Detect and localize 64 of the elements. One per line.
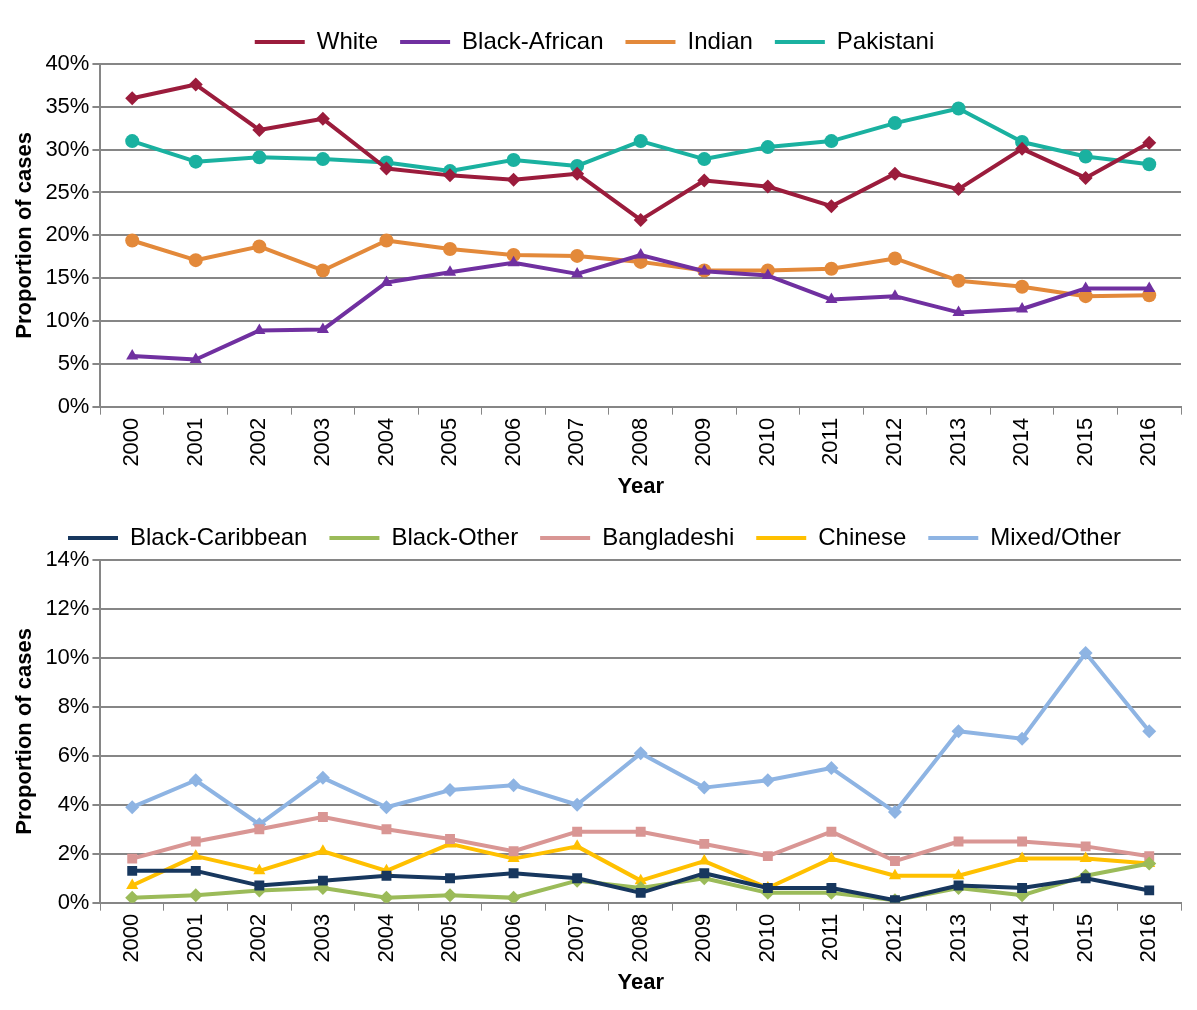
y-axis-title: Proportion of cases — [11, 132, 37, 339]
legend-label: Black-Other — [391, 522, 519, 550]
legend-label: White — [316, 26, 379, 54]
x-tick-label: 2011 — [817, 913, 843, 961]
x-tick-label: 2001 — [181, 417, 207, 467]
x-tick-label: 2009 — [690, 913, 716, 963]
x-tick-label: 2013 — [944, 913, 970, 963]
x-tick-label: 2016 — [1135, 417, 1161, 467]
x-tick-label: 2006 — [499, 417, 525, 467]
x-tick-label: 2005 — [436, 417, 462, 467]
x-tick-label: 2016 — [1135, 913, 1161, 963]
x-axis-title: Year — [617, 472, 665, 498]
y-tick-label: 0% — [57, 392, 90, 418]
y-tick-label: 35% — [45, 92, 90, 118]
x-tick-label: 2001 — [181, 913, 207, 963]
x-tick-label: 2008 — [626, 417, 652, 467]
x-tick-label: 2012 — [881, 913, 907, 963]
x-tick-label: 2015 — [1071, 417, 1097, 467]
x-tick-label: 2010 — [753, 417, 779, 467]
x-tick-label: 2007 — [563, 417, 589, 467]
legend-label: Indian — [687, 26, 753, 54]
legend-label: Mixed/Other — [990, 522, 1122, 550]
x-tick-label: 2004 — [372, 417, 398, 467]
y-tick-label: 25% — [45, 178, 90, 204]
x-tick-label: 2008 — [626, 913, 652, 963]
x-tick-label: 2004 — [372, 913, 398, 963]
x-axis-title: Year — [617, 968, 665, 994]
y-tick-label: 5% — [57, 349, 90, 375]
y-tick-label: 2% — [57, 839, 90, 865]
x-tick-label: 2002 — [245, 913, 271, 963]
x-tick-label: 2010 — [753, 913, 779, 963]
y-tick-label: 4% — [57, 790, 90, 816]
x-tick-label: 2014 — [1008, 913, 1034, 963]
x-tick-label: 2007 — [563, 913, 589, 963]
x-tick-label: 2003 — [308, 417, 334, 467]
x-tick-label: 2011 — [817, 417, 843, 465]
x-tick-label: 2006 — [499, 913, 525, 963]
legend-label: Bangladeshi — [602, 522, 735, 550]
y-tick-label: 40% — [45, 50, 90, 76]
x-tick-label: 2005 — [436, 913, 462, 963]
x-tick-label: 2012 — [881, 417, 907, 467]
y-tick-label: 8% — [57, 692, 90, 718]
y-tick-label: 15% — [45, 264, 90, 290]
y-tick-label: 6% — [57, 741, 90, 767]
x-tick-label: 2000 — [118, 913, 144, 963]
x-tick-label: 2002 — [245, 417, 271, 467]
x-tick-label: 2003 — [308, 913, 334, 963]
x-tick-label: 2009 — [690, 417, 716, 467]
y-tick-label: 10% — [45, 643, 90, 669]
legend-label: Chinese — [818, 522, 907, 550]
x-tick-label: 2013 — [944, 417, 970, 467]
y-tick-label: 10% — [45, 307, 90, 333]
y-tick-label: 12% — [45, 595, 90, 621]
y-tick-label: 20% — [45, 221, 90, 247]
legend-label: Black-Caribbean — [130, 522, 308, 550]
legend-label: Black-African — [462, 26, 604, 54]
y-tick-label: 14% — [45, 546, 90, 572]
y-tick-label: 0% — [57, 888, 90, 914]
y-axis-title: Proportion of cases — [11, 628, 37, 835]
legend-label: Pakistani — [836, 26, 935, 54]
y-tick-label: 30% — [45, 135, 90, 161]
x-tick-label: 2015 — [1071, 913, 1097, 963]
x-tick-label: 2000 — [118, 417, 144, 467]
x-tick-label: 2014 — [1008, 417, 1034, 467]
